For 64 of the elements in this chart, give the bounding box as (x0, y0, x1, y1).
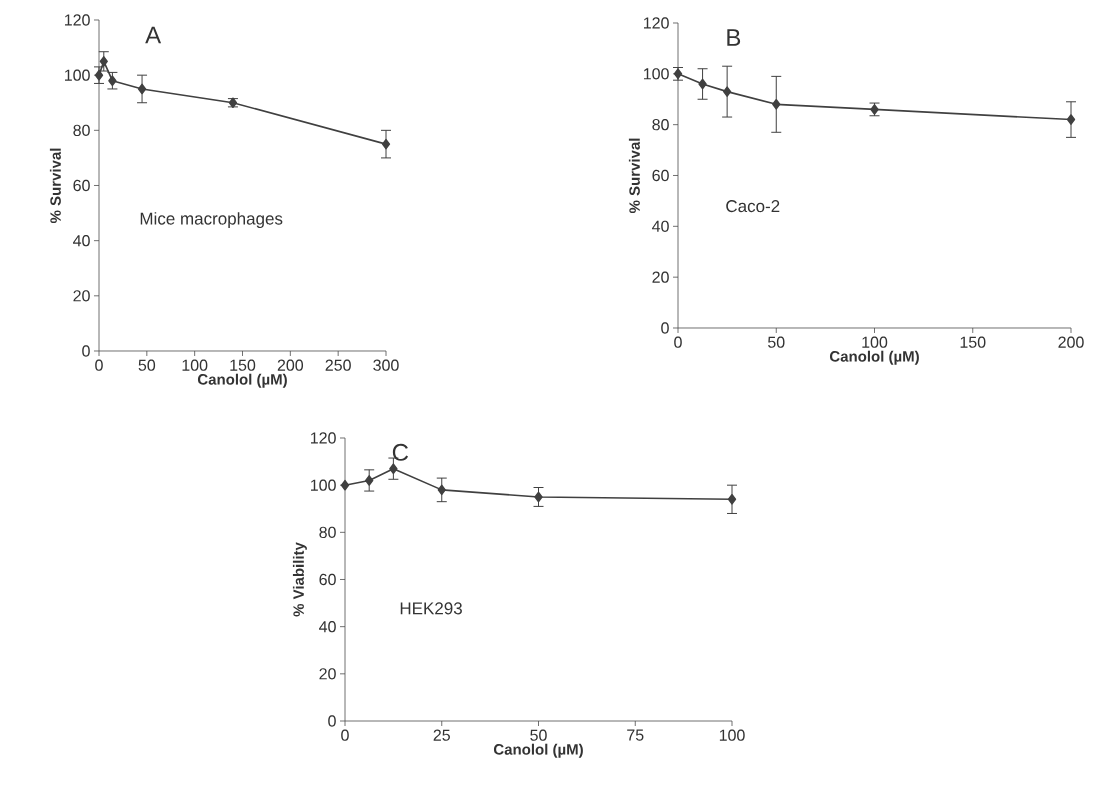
x-tick-label: 200 (1058, 336, 1084, 348)
x-tick-label: 250 (325, 359, 351, 371)
y-tick-label: 80 (73, 124, 90, 136)
point (137, 83, 147, 95)
annotation: Caco-2 (726, 200, 780, 213)
point (1066, 114, 1076, 125)
x-tick-label: 300 (373, 359, 399, 371)
x-tick-label: 0 (674, 336, 682, 348)
point (722, 86, 732, 97)
y-axis-title: % Survival (628, 138, 640, 214)
y-tick-label: 20 (73, 290, 90, 302)
x-tick-label: 150 (960, 336, 986, 348)
point (772, 99, 781, 110)
y-axis-title: % Survival (49, 148, 61, 224)
x-tick-label: 100 (862, 336, 888, 348)
x-axis-title: Canolol (µM) (829, 350, 919, 365)
point (437, 484, 446, 496)
y-tick-label: 20 (652, 271, 669, 283)
x-tick-label: 50 (138, 359, 156, 371)
point (365, 475, 374, 486)
annotation: B (727, 29, 741, 46)
annotation: HEK293 (400, 602, 462, 615)
point (534, 491, 543, 503)
point (389, 463, 398, 474)
x-tick-label: 25 (433, 729, 450, 741)
y-tick-label: 20 (319, 668, 336, 680)
x-axis-title: Canolol (µM) (197, 373, 287, 388)
y-tick-label: 80 (652, 119, 669, 131)
x-tick-label: 50 (768, 336, 785, 348)
x-tick-label: 150 (230, 359, 256, 371)
x-tick-label: 100 (719, 729, 745, 741)
y-tick-label: 120 (644, 17, 669, 29)
y-tick-label: 100 (65, 69, 90, 81)
x-axis-title: Canolol (µM) (493, 743, 583, 758)
y-tick-label: 100 (311, 479, 336, 491)
y-tick-label: 60 (319, 573, 336, 586)
y-tick-label: 40 (319, 621, 336, 633)
x-tick-label: 0 (341, 729, 349, 741)
annotation: Mice macrophages (140, 212, 283, 229)
x-tick-label: 50 (530, 729, 547, 741)
x-tick-label: 75 (627, 729, 644, 741)
y-tick-label: 60 (73, 179, 90, 192)
point (381, 138, 391, 150)
y-tick-label: 0 (661, 322, 669, 334)
y-tick-label: 80 (319, 526, 336, 538)
y-tick-label: 0 (82, 345, 90, 357)
y-tick-label: 0 (328, 715, 336, 727)
y-axis-title: % Viability (292, 542, 307, 617)
annotation: A (145, 26, 162, 44)
annotation: C (392, 443, 409, 461)
y-tick-label: 60 (652, 169, 669, 182)
y-tick-label: 120 (311, 432, 336, 444)
point (108, 75, 117, 86)
x-tick-label: 100 (182, 359, 208, 371)
y-tick-label: 100 (644, 68, 669, 80)
point (99, 56, 108, 67)
point (727, 494, 737, 505)
point (340, 479, 350, 491)
y-tick-label: 40 (652, 220, 669, 232)
point (698, 78, 707, 90)
y-tick-label: 120 (65, 14, 90, 26)
y-tick-label: 40 (73, 235, 90, 247)
x-tick-label: 0 (95, 359, 103, 371)
x-tick-label: 200 (277, 359, 304, 371)
